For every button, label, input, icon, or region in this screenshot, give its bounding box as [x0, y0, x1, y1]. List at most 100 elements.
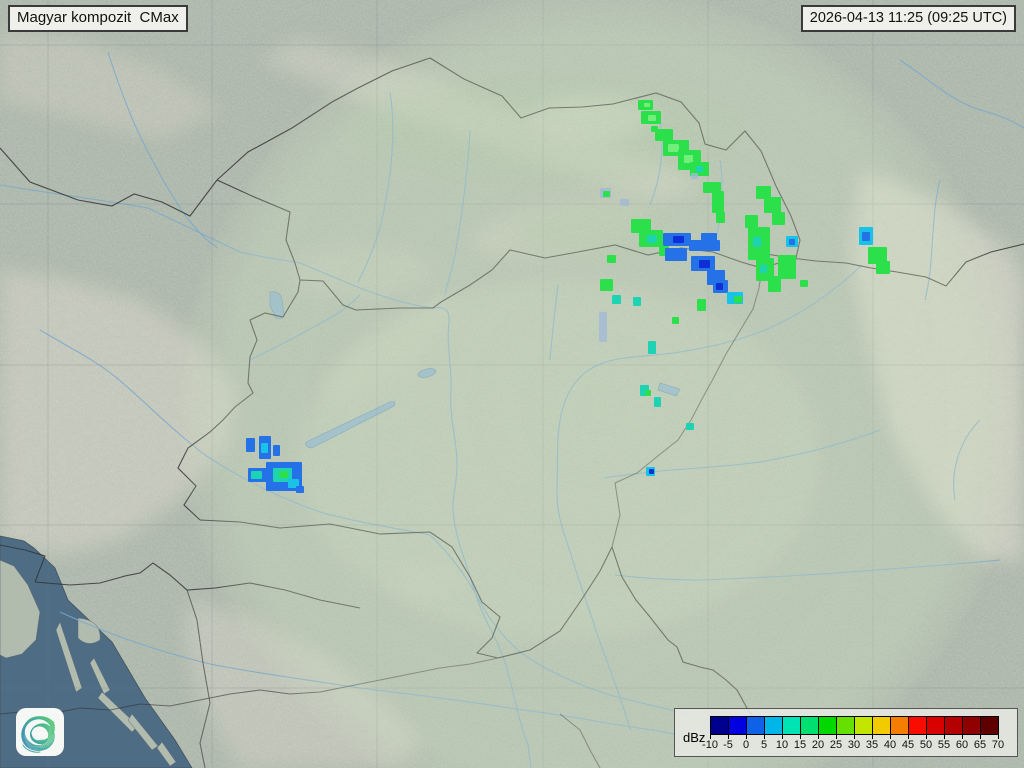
colorbar-tick-label: -5 [723, 739, 733, 751]
radar-echo [612, 295, 621, 304]
colorbar-tick-label: 65 [973, 739, 987, 751]
colorbar-tick-label: 40 [883, 739, 897, 751]
radar-echo [699, 260, 710, 268]
colorbar-cell [765, 717, 783, 734]
colorbar-cell [783, 717, 801, 734]
colorbar-tick-label: 30 [847, 739, 861, 751]
colorbar-cell [945, 717, 963, 734]
radar-echo [672, 317, 679, 324]
colorbar-tick [818, 735, 819, 739]
radar-echo [648, 115, 656, 121]
radar-echo [716, 212, 725, 223]
radar-echo [691, 173, 698, 179]
colorbar-tick-label: 0 [742, 739, 750, 751]
dbz-colorbar: dBz -10 -5 0 5 10 15 20 25 30 35 40 45 50 55 60 65 70 [674, 708, 1018, 757]
radar-echo [772, 212, 785, 225]
radar-echo [251, 471, 262, 479]
colorbar-tick-label: 5 [760, 739, 768, 751]
colorbar-tick [800, 735, 801, 739]
radar-echo [686, 423, 694, 430]
colorbar-tick-label: 70 [991, 739, 1005, 751]
radar-echo [673, 236, 684, 243]
radar-echo [288, 479, 299, 488]
colorbar-cell [855, 717, 873, 734]
radar-echo [764, 197, 781, 213]
colorbar-cell [837, 717, 855, 734]
radar-echo [789, 239, 795, 245]
met-service-logo [16, 708, 64, 756]
colorbar-tick [728, 735, 729, 739]
radar-echo [655, 129, 673, 141]
colorbar-cell [981, 717, 998, 734]
radar-echo [631, 219, 651, 233]
colorbar-cell [711, 717, 729, 734]
radar-echo [648, 341, 656, 354]
radar-echo [868, 247, 887, 264]
radar-echo [633, 297, 641, 306]
colorbar-tick [908, 735, 909, 739]
radar-echo [654, 397, 661, 407]
radar-echo-layer [246, 100, 890, 493]
radar-echo [600, 279, 613, 291]
colorbar-tick [782, 735, 783, 739]
colorbar-tick-label: 60 [955, 739, 969, 751]
colorbar-cell [819, 717, 837, 734]
colorbar-tick [710, 735, 711, 739]
radar-echo [696, 166, 703, 172]
colorbar-tick-label: 35 [865, 739, 879, 751]
radar-echo [768, 276, 781, 292]
radar-echo [273, 445, 280, 456]
colorbar-tick [746, 735, 747, 739]
radar-echo [701, 233, 717, 242]
radar-echo [603, 191, 610, 197]
radar-echo [756, 186, 771, 199]
radar-echo [734, 296, 742, 303]
colorbar-tick [926, 735, 927, 739]
radar-echo [607, 255, 616, 263]
radar-echo [668, 144, 679, 152]
radar-echo [279, 471, 288, 478]
radar-echo [689, 240, 720, 251]
timestamp-box: 2026-04-13 11:25 (09:25 UTC) [800, 5, 1016, 32]
radar-echo [620, 199, 629, 206]
radar-echo [599, 312, 607, 342]
colorbar-tick-label: 15 [793, 739, 807, 751]
radar-echo [665, 248, 687, 261]
colorbar-cells [710, 716, 999, 735]
product-title-box: Magyar kompozit CMax [8, 5, 188, 32]
radar-echo [800, 280, 808, 287]
product-title: Magyar kompozit CMax [17, 9, 179, 26]
radar-echo [261, 443, 268, 453]
colorbar-tick-label: 10 [775, 739, 789, 751]
colorbar-tick-label: 25 [829, 739, 843, 751]
colorbar-tick [944, 735, 945, 739]
radar-echo [876, 261, 890, 274]
colorbar-cell [729, 717, 747, 734]
colorbar-tick-label: -10 [702, 739, 718, 751]
colorbar-tick-label: 55 [937, 739, 951, 751]
colorbar-tick [980, 735, 981, 739]
radar-echo [760, 265, 767, 273]
radar-echo [753, 237, 761, 247]
radar-echo [703, 182, 721, 193]
colorbar-cell [747, 717, 765, 734]
colorbar-cell [909, 717, 927, 734]
radar-echo [645, 390, 651, 396]
spiral-logo-icon [17, 712, 58, 753]
colorbar-cell [963, 717, 981, 734]
radar-echo [697, 299, 706, 311]
radar-echo [296, 486, 304, 493]
colorbar-cell [873, 717, 891, 734]
timestamp: 2026-04-13 11:25 (09:25 UTC) [809, 10, 1007, 26]
colorbar-tick-label: 20 [811, 739, 825, 751]
colorbar-tick [998, 735, 999, 739]
radar-echo [862, 232, 870, 241]
colorbar-tick [872, 735, 873, 739]
colorbar-tick [854, 735, 855, 739]
colorbar-cell [927, 717, 945, 734]
radar-echo [644, 103, 650, 107]
colorbar-tick [962, 735, 963, 739]
